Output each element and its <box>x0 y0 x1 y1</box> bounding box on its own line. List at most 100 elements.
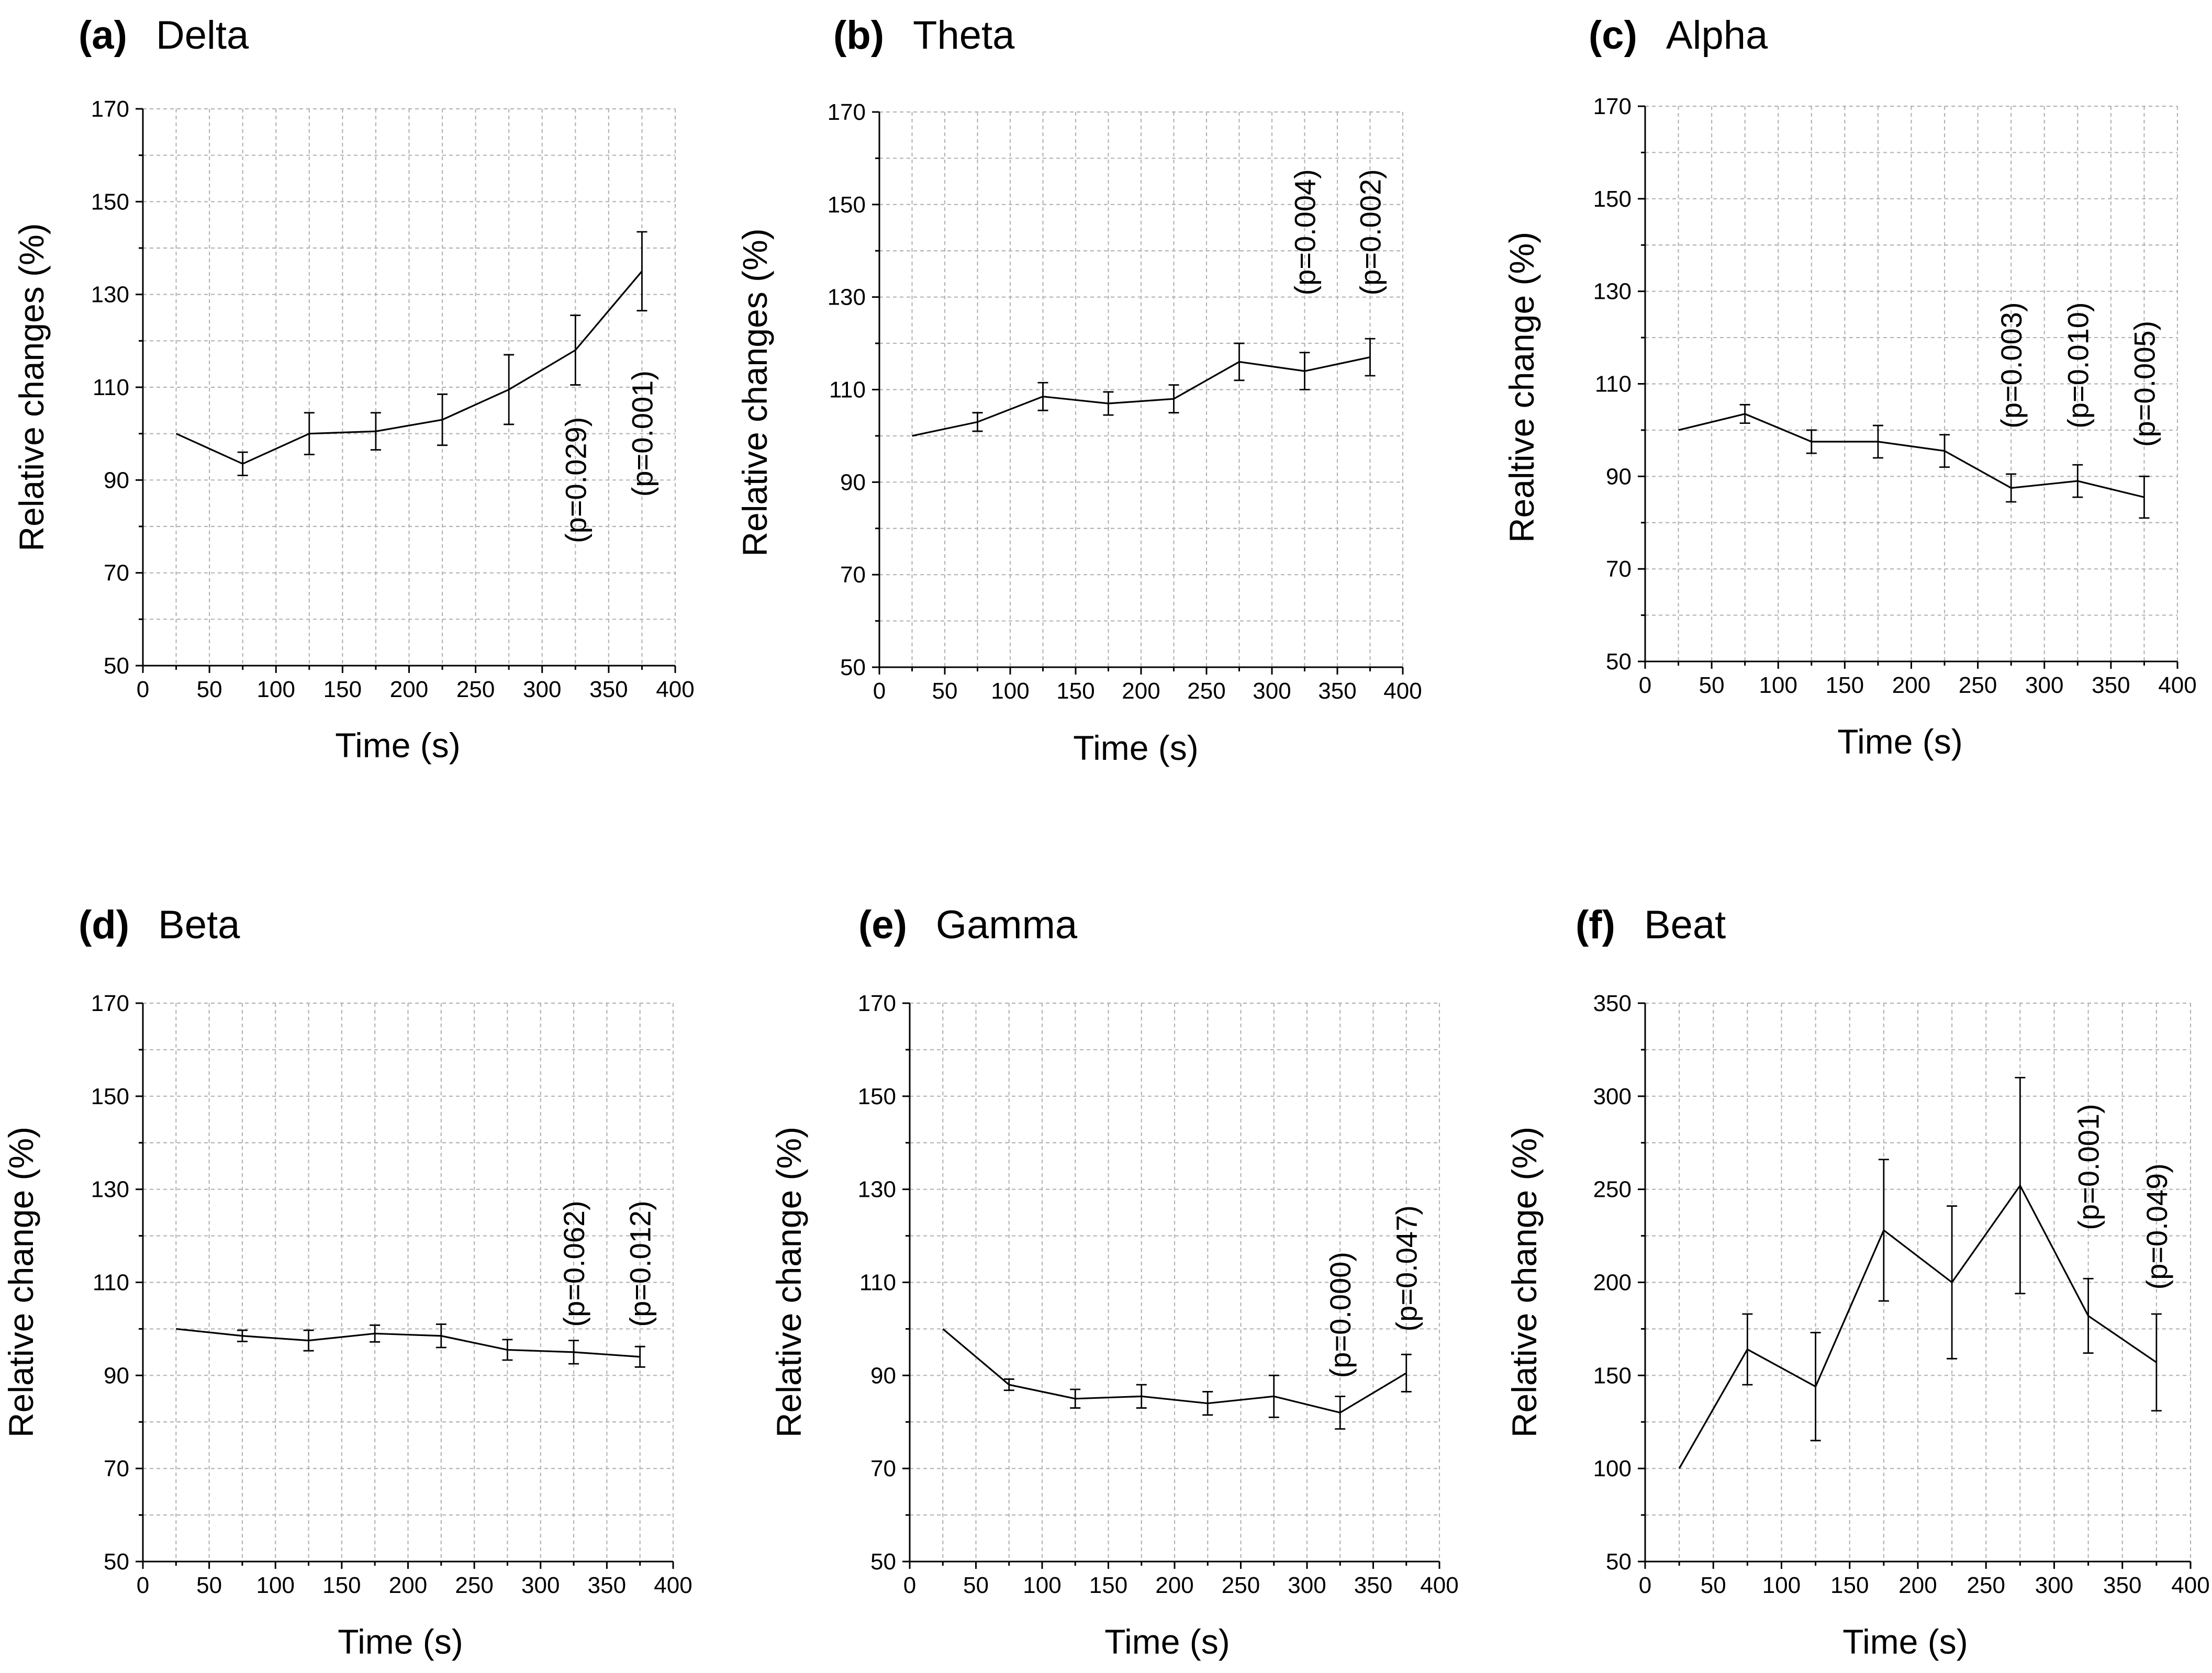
error-bar <box>1037 381 1048 411</box>
error-bar <box>304 412 315 455</box>
x-axis-label: Time (s) <box>338 1622 463 1661</box>
panel-name: Gamma <box>936 903 1078 947</box>
x-tick-label: 400 <box>2171 1573 2209 1598</box>
x-tick-label: 250 <box>1187 678 1225 704</box>
series-line <box>912 356 1370 437</box>
panel-name: Beta <box>158 903 240 947</box>
x-tick-label: 300 <box>523 677 561 702</box>
y-tick-label: 300 <box>1593 1084 1632 1109</box>
panel-f: (f) Beat 0 50 100 150 200 250 300 350 400 50 100 150 2… <box>1505 903 2210 1661</box>
x-tick-label: 300 <box>2025 672 2063 698</box>
x-axis-label: Time (s) <box>1104 1622 1230 1661</box>
y-tick-label: 150 <box>91 1084 129 1109</box>
x-tick-label: 200 <box>1155 1573 1193 1598</box>
y-tick-label: 170 <box>91 991 129 1016</box>
x-tick-label: 0 <box>903 1573 916 1598</box>
x-tick-label: 150 <box>322 1573 361 1598</box>
x-tick-label: 250 <box>456 677 495 702</box>
grid <box>910 1002 1440 1562</box>
y-tick-label: 90 <box>840 469 866 495</box>
x-tick-label: 50 <box>1699 672 1725 698</box>
p-value-annotation: (p=0.002) <box>1354 169 1387 295</box>
series-line <box>1678 413 2144 498</box>
x-tick-label: 50 <box>197 677 222 702</box>
error-bar <box>1299 352 1310 390</box>
x-axis-label: Time (s) <box>1073 728 1199 767</box>
x-tick-label: 300 <box>2035 1573 2073 1598</box>
error-bar <box>1268 1374 1279 1418</box>
grid <box>143 108 676 666</box>
y-axis-label: Relative change (%) <box>769 1127 808 1438</box>
error-bar <box>1070 1388 1081 1409</box>
error-bar <box>2006 473 2017 503</box>
grid <box>879 111 1404 667</box>
error-bar <box>636 231 647 312</box>
y-tick-label: 50 <box>870 1549 896 1575</box>
y-tick-label: 50 <box>104 653 129 679</box>
y-tick-label: 110 <box>93 1270 129 1296</box>
y-tick-label: 130 <box>858 1177 896 1203</box>
x-tick-label: 400 <box>1420 1573 1458 1598</box>
x-tick-label: 300 <box>1253 678 1291 704</box>
x-tick-label: 100 <box>1023 1573 1061 1598</box>
y-tick-label: 110 <box>93 375 129 400</box>
panel-a: (a) Delta 0 50 100 150 200 250 300 350 400 50 70 90 11… <box>12 13 695 765</box>
panel-letter: (a) <box>79 13 127 58</box>
error-bar <box>2015 1076 2026 1295</box>
error-bar <box>370 412 381 451</box>
y-tick-label: 50 <box>104 1549 129 1575</box>
p-value-annotation: (p=0.029) <box>559 417 592 543</box>
error-bar <box>568 1340 579 1365</box>
error-bar <box>1365 338 1376 377</box>
p-value-annotation: (p=0.049) <box>2140 1163 2173 1289</box>
x-tick-label: 50 <box>1701 1573 1726 1598</box>
y-tick-label: 170 <box>858 991 896 1016</box>
y-tick-label: 130 <box>91 1177 129 1203</box>
y-tick-label: 150 <box>1593 1363 1632 1388</box>
y-tick-label: 250 <box>1593 1177 1632 1203</box>
y-tick-label: 90 <box>1606 464 1632 489</box>
x-tick-label: 350 <box>2103 1573 2141 1598</box>
y-tick-label: 50 <box>840 655 866 680</box>
p-value-annotation: (p=0.001) <box>625 370 658 497</box>
error-bar <box>2083 1277 2094 1354</box>
error-bar <box>504 354 515 425</box>
x-tick-label: 400 <box>1383 678 1422 704</box>
x-tick-label: 350 <box>1318 678 1356 704</box>
x-tick-label: 100 <box>1762 1573 1801 1598</box>
x-tick-label: 50 <box>963 1573 989 1598</box>
x-tick-label: 250 <box>1959 672 1997 698</box>
x-axis-label: Time (s) <box>335 726 461 765</box>
grid <box>143 1002 674 1562</box>
p-value-annotation: (p=0.001) <box>2072 1104 2105 1230</box>
x-tick-label: 100 <box>991 678 1029 704</box>
panel-d: (d) Beta 0 50 100 150 200 250 300 350 400 50 70 90 110… <box>2 903 692 1661</box>
error-bar <box>1202 1391 1213 1416</box>
y-tick-label: 90 <box>870 1363 896 1388</box>
x-tick-label: 350 <box>588 1573 626 1598</box>
error-bar <box>237 451 248 476</box>
y-tick-label: 170 <box>91 96 129 122</box>
p-value-annotation: (p=0.010) <box>2061 302 2094 428</box>
error-bar <box>1136 1384 1147 1409</box>
series-line <box>942 1328 1407 1414</box>
grid <box>1645 105 2179 661</box>
y-tick-label: 150 <box>1593 186 1632 212</box>
x-tick-label: 150 <box>323 677 362 702</box>
x-tick-label: 0 <box>1639 672 1651 698</box>
panel-name: Alpha <box>1666 13 1768 58</box>
x-tick-label: 100 <box>257 677 295 702</box>
y-tick-label: 110 <box>829 377 866 403</box>
error-bar <box>1234 342 1245 381</box>
error-bar <box>2072 464 2083 498</box>
x-tick-label: 250 <box>1222 1573 1260 1598</box>
panel-title: (e) Gamma <box>858 903 1078 947</box>
error-bar <box>370 1324 381 1343</box>
x-tick-label: 50 <box>196 1573 222 1598</box>
x-tick-label: 300 <box>1288 1573 1326 1598</box>
y-tick-label: 110 <box>1595 372 1632 397</box>
y-tick-label: 200 <box>1593 1270 1632 1296</box>
y-tick-label: 70 <box>1606 556 1632 582</box>
panel-title: (b) Theta <box>833 13 1015 58</box>
